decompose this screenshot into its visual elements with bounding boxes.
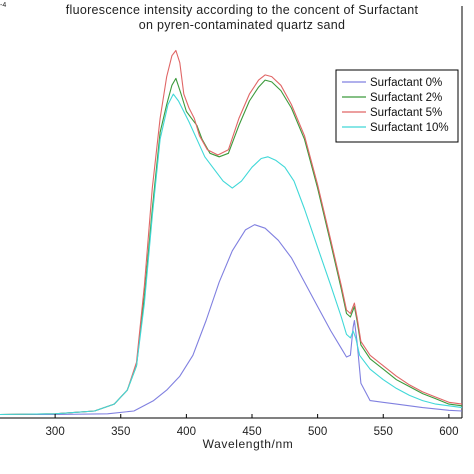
x-tick-label: 500: [308, 426, 327, 438]
x-tick-label: 350: [111, 426, 130, 438]
x-tick-label: 300: [46, 426, 65, 438]
legend-entry: Surfactant 10%: [370, 122, 449, 134]
plot-area: [0, 6, 463, 419]
x-tick-label: 450: [242, 426, 261, 438]
legend-entry: Surfactant 0%: [370, 77, 442, 89]
x-tick-label: 400: [177, 426, 196, 438]
series-line-1: [0, 224, 463, 416]
x-axis-label: Wavelength/nm: [203, 437, 294, 451]
legend-entry: Surfactant 5%: [370, 107, 442, 119]
series-line-2: [0, 77, 463, 416]
series-line-4: [0, 93, 463, 416]
legend: Surfactant 0% Surfactant 2% Surfactant 5% S…: [335, 69, 459, 143]
chart-title: fluorescence intensity according to the …: [66, 3, 419, 17]
corner-exponent-label: -4: [0, 2, 6, 9]
x-tick-label: 550: [374, 426, 393, 438]
legend-entry: Surfactant 2%: [370, 92, 442, 104]
x-axis-ticks: 300 350 400 450 500 550 600: [46, 414, 458, 438]
x-tick-label: 600: [439, 426, 458, 438]
chart-subtitle: on pyren-contaminated quartz sand: [139, 18, 346, 32]
series-layer: [0, 49, 463, 416]
series-line-3: [0, 49, 463, 416]
